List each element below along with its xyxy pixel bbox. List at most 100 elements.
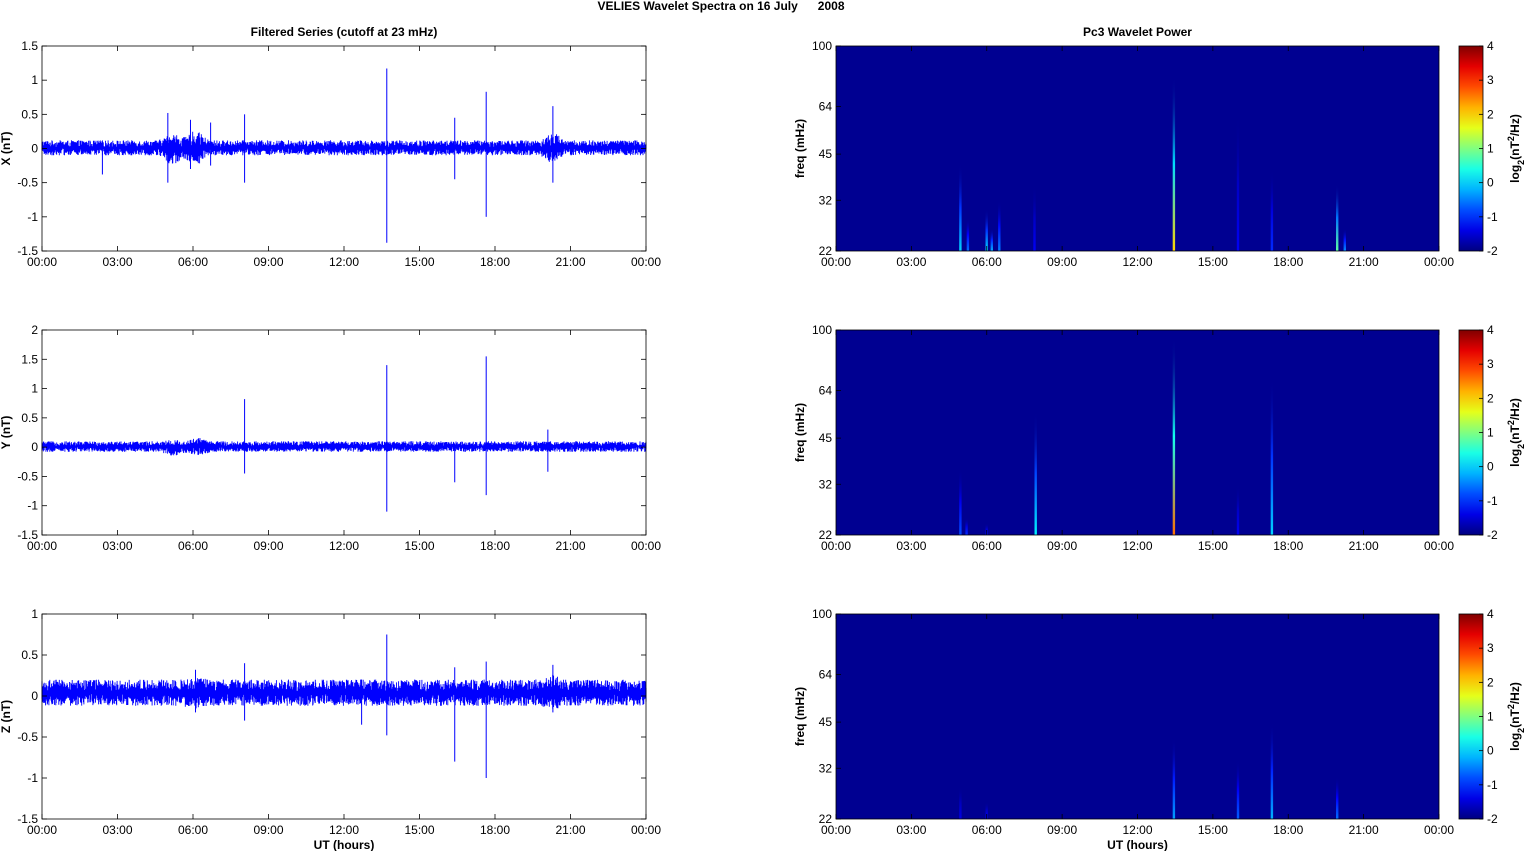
- wavelet-event-2: [985, 209, 988, 251]
- xtick-label: 21:00: [1349, 255, 1379, 269]
- ytick-label: 22: [819, 812, 833, 826]
- ytick-label: -0.5: [17, 730, 38, 744]
- colorbar-tick-label: -1: [1487, 210, 1498, 224]
- xtick-label: 15:00: [1198, 255, 1228, 269]
- ytick-label: 100: [812, 323, 832, 337]
- xtick-label: 00:00: [1424, 823, 1454, 837]
- wavelet-event-0: [959, 163, 962, 251]
- y-axis-label: freq (mHz): [793, 119, 807, 178]
- xtick-label: 00:00: [27, 539, 57, 553]
- colorbar-label: log2(nT2/Hz): [1506, 114, 1526, 183]
- wavelet-event-3: [1034, 410, 1037, 535]
- colorbar-tick-label: 1: [1487, 710, 1494, 724]
- xtick-label: 03:00: [102, 823, 132, 837]
- ytick-label: 32: [819, 193, 833, 207]
- ytick-label: -0.5: [17, 176, 38, 190]
- colorbar-tick-label: 2: [1487, 675, 1494, 689]
- y-axis-label: Z (nT): [0, 700, 13, 733]
- ytick-label: 22: [819, 244, 833, 258]
- xtick-label: 06:00: [178, 539, 208, 553]
- ytick-label: -1.5: [17, 812, 38, 826]
- xtick-label: 21:00: [1349, 823, 1379, 837]
- figure-title: VELIES Wavelet Spectra on 16 July 2008: [598, 0, 845, 13]
- ytick-label: -1: [27, 771, 38, 785]
- colorbar-tick-label: 4: [1487, 607, 1494, 621]
- ytick-label: -1.5: [17, 244, 38, 258]
- panel-x-series: -1.5 -1 -0.5 0 0.5 1 1.5 00:00 03:00 06:00 09:00 12…: [0, 25, 661, 269]
- xtick-label: 18:00: [1273, 255, 1303, 269]
- ytick-label: 1.5: [21, 39, 38, 53]
- ytick-label: 22: [819, 528, 833, 542]
- heatmap-background: [836, 614, 1439, 819]
- xtick-label: 15:00: [1198, 539, 1228, 553]
- colorbar-label-part: 2: [1506, 704, 1516, 709]
- colorbar-tick-label: 1: [1487, 426, 1494, 440]
- x-axis-label: UT (hours): [314, 838, 375, 851]
- xtick-label: 00:00: [27, 255, 57, 269]
- xtick-label: 12:00: [329, 823, 359, 837]
- xtick-label: 03:00: [896, 823, 926, 837]
- ytick-label: 1.5: [21, 352, 38, 366]
- xtick-label: 15:00: [404, 255, 434, 269]
- wavelet-event-6: [1172, 76, 1176, 251]
- xtick-label: 18:00: [480, 823, 510, 837]
- heatmap-background: [836, 330, 1439, 535]
- colorbar-label-part: log: [1508, 449, 1522, 467]
- xtick-label: 09:00: [253, 255, 283, 269]
- xtick-label: 18:00: [480, 255, 510, 269]
- xtick-label: 12:00: [329, 539, 359, 553]
- xtick-label: 09:00: [253, 539, 283, 553]
- xtick-label: 21:00: [555, 255, 585, 269]
- wavelet-event-8: [1270, 170, 1274, 251]
- ytick-label: 32: [819, 477, 833, 491]
- colorbar-label-part: /Hz): [1508, 398, 1522, 420]
- xtick-label: 00:00: [821, 539, 851, 553]
- wavelet-event-5: [1336, 777, 1339, 819]
- y-axis-label: freq (mHz): [793, 403, 807, 462]
- ytick-label: -1.5: [17, 528, 38, 542]
- wavelet-event-4: [1172, 336, 1176, 535]
- panel-title: Filtered Series (cutoff at 23 mHz): [251, 25, 438, 39]
- wavelet-event-6: [1270, 378, 1274, 535]
- ytick-label: 0.5: [21, 107, 38, 121]
- xtick-label: 00:00: [631, 539, 661, 553]
- ytick-label: 0.5: [21, 411, 38, 425]
- colorbar-label-part: (nT: [1508, 141, 1522, 160]
- xtick-label: 03:00: [896, 539, 926, 553]
- ytick-label: 1: [31, 607, 38, 621]
- ytick-label: 0: [31, 142, 38, 156]
- wavelet-event-7: [1236, 115, 1240, 251]
- xtick-label: 06:00: [178, 823, 208, 837]
- xtick-label: 18:00: [1273, 539, 1303, 553]
- panels: -1.5-1-0.500.511.500:00 03:00 06:00 09:00 12…: [0, 25, 1526, 851]
- xtick-label: 00:00: [631, 823, 661, 837]
- xtick-label: 12:00: [1122, 255, 1152, 269]
- y-axis-label: Y (nT): [0, 416, 13, 450]
- colorbar-label-part: 2: [1516, 728, 1526, 733]
- colorbar-tick-label: 0: [1487, 744, 1494, 758]
- ytick-label: 45: [819, 147, 833, 161]
- colorbar-label: log2(nT2/Hz): [1506, 398, 1526, 467]
- heatmap-background: [836, 46, 1439, 251]
- plot-area: [42, 330, 646, 535]
- xtick-label: 15:00: [404, 539, 434, 553]
- colorbar-tick-label: 4: [1487, 39, 1494, 53]
- xtick-label: 03:00: [896, 255, 926, 269]
- wavelet-event-3: [1236, 760, 1240, 819]
- colorbar-label-part: /Hz): [1508, 114, 1522, 136]
- colorbar-label-part: 2: [1506, 420, 1516, 425]
- colorbar-label-part: 2: [1506, 136, 1516, 141]
- colorbar-tick-label: 1: [1487, 142, 1494, 156]
- xtick-label: 00:00: [1424, 255, 1454, 269]
- xtick-label: 12:00: [329, 255, 359, 269]
- xtick-label: 15:00: [404, 823, 434, 837]
- ytick-label: 0: [31, 440, 38, 454]
- wavelet-event-3: [990, 228, 993, 251]
- wavelet-event-9: [1336, 184, 1339, 251]
- colorbar-tick-label: 0: [1487, 176, 1494, 190]
- ytick-label: 45: [819, 431, 833, 445]
- xtick-label: 09:00: [1047, 823, 1077, 837]
- xtick-label: 09:00: [253, 823, 283, 837]
- wavelet-event-0: [959, 468, 962, 535]
